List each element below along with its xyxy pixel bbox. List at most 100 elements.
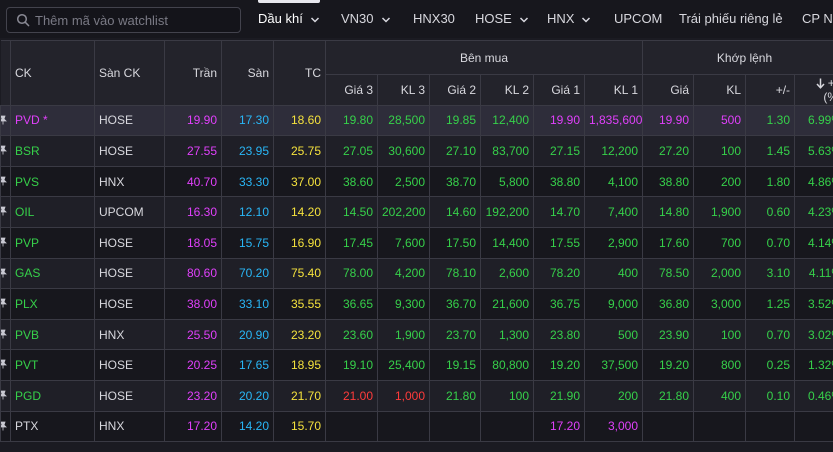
change-cell: 1.80 bbox=[745, 165, 796, 198]
symbol-cell: GAS bbox=[10, 257, 95, 290]
chevron-down-icon bbox=[519, 17, 528, 23]
match-price-cell: 38.80 bbox=[642, 165, 695, 198]
table-row-pgd[interactable]: PGD HOSE 23.20 20.20 21.70 21.00 1,000 21.80 100… bbox=[0, 379, 833, 412]
pin-icon[interactable] bbox=[1, 390, 9, 400]
exchange-cell: HOSE bbox=[94, 288, 165, 320]
col-header-percent-line1: +/- bbox=[828, 76, 833, 90]
bid3-price-cell: 14.50 bbox=[325, 196, 378, 228]
tab-label: HNX30 bbox=[413, 11, 455, 26]
floor-cell: 70.20 bbox=[221, 257, 274, 290]
reference-cell: 18.95 bbox=[273, 349, 326, 381]
pin-cell bbox=[0, 226, 11, 259]
match-price-cell: 14.80 bbox=[642, 196, 695, 228]
match-volume-cell: 3,000 bbox=[693, 288, 747, 320]
symbol-cell: BSR bbox=[10, 135, 95, 167]
tab-label: VN30 bbox=[341, 11, 374, 26]
pin-cell bbox=[0, 135, 11, 167]
match-volume-cell: 100 bbox=[693, 135, 747, 167]
symbol-cell: PVB bbox=[10, 318, 95, 351]
table-row-pvb[interactable]: PVB HNX 25.50 20.90 23.20 23.60 1,900 23.70 1,30… bbox=[0, 318, 833, 351]
bid2-volume-cell: 2,600 bbox=[480, 257, 534, 290]
col-header-vol2[interactable]: KL 2 bbox=[480, 74, 534, 106]
col-header-percent[interactable]: +/- (%) bbox=[794, 74, 833, 106]
pin-icon[interactable] bbox=[1, 115, 9, 125]
table-row-ptx[interactable]: PTX HNX 17.20 14.20 15.70 17.20 3,000 bbox=[0, 410, 833, 443]
col-header-vol1[interactable]: KL 1 bbox=[583, 74, 644, 106]
bid3-price-cell: 21.00 bbox=[325, 379, 378, 412]
col-header-exchange[interactable]: Sàn CK bbox=[94, 40, 165, 106]
floor-cell: 12.10 bbox=[221, 196, 274, 228]
percent-change-cell: 4.86% bbox=[794, 165, 833, 198]
tab-hose[interactable]: HOSE bbox=[475, 0, 529, 38]
bid3-volume-cell: 28,500 bbox=[377, 104, 430, 137]
exchange-cell: HOSE bbox=[94, 349, 165, 381]
pin-icon[interactable] bbox=[1, 298, 9, 308]
table-row-pvs[interactable]: PVS HNX 40.70 33.30 37.00 38.60 2,500 38.70 5,80… bbox=[0, 165, 833, 198]
search-box[interactable] bbox=[6, 7, 241, 33]
bid2-volume-cell: 80,800 bbox=[480, 349, 534, 381]
col-header-volume[interactable]: KL bbox=[693, 74, 747, 106]
match-volume-cell: 2,000 bbox=[693, 257, 747, 290]
reference-cell: 14.20 bbox=[273, 196, 326, 228]
tab-cp-n[interactable]: CP N bbox=[802, 0, 833, 38]
bid2-volume-cell: 192,200 bbox=[480, 196, 534, 228]
floor-cell: 17.65 bbox=[221, 349, 274, 381]
col-header-floor[interactable]: Sàn bbox=[221, 40, 274, 106]
col-header-vol3[interactable]: KL 3 bbox=[377, 74, 430, 106]
table-row-bsr[interactable]: BSR HOSE 27.55 23.95 25.75 27.05 30,600 27.10 83… bbox=[0, 135, 833, 167]
col-header-bid3[interactable]: Giá 3 bbox=[325, 74, 378, 106]
pin-icon[interactable] bbox=[1, 329, 9, 339]
col-header-price[interactable]: Giá bbox=[642, 74, 695, 106]
pin-icon[interactable] bbox=[1, 359, 9, 369]
match-price-cell: 23.90 bbox=[642, 318, 695, 351]
floor-cell: 14.20 bbox=[221, 410, 274, 443]
bid2-volume-cell: 5,800 bbox=[480, 165, 534, 198]
tab-trái-phiếu-riêng-lẻ[interactable]: Trái phiếu riêng lẻ bbox=[679, 0, 783, 38]
reference-cell: 16.90 bbox=[273, 226, 326, 259]
pin-icon[interactable] bbox=[1, 145, 9, 155]
exchange-cell: HOSE bbox=[94, 135, 165, 167]
tab-dầu-khí[interactable]: Dầu khí bbox=[258, 0, 320, 38]
match-price-cell: 27.20 bbox=[642, 135, 695, 167]
table-row-plx[interactable]: PLX HOSE 38.00 33.10 35.55 36.65 9,300 36.70 21,… bbox=[0, 288, 833, 320]
bid1-volume-cell: 1,835,600 bbox=[583, 104, 644, 137]
col-header-ceiling[interactable]: Trần bbox=[164, 40, 222, 106]
bid1-price-cell: 38.80 bbox=[533, 165, 585, 198]
bid2-price-cell: 19.15 bbox=[429, 349, 481, 381]
bid3-volume-cell: 2,500 bbox=[377, 165, 430, 198]
pin-icon[interactable] bbox=[1, 176, 9, 186]
change-cell: 0.60 bbox=[745, 196, 796, 228]
pin-icon[interactable] bbox=[1, 268, 9, 278]
table-row-oil[interactable]: OIL UPCOM 16.30 12.10 14.20 14.50 202,200 14.60… bbox=[0, 196, 833, 228]
tab-hnx30[interactable]: HNX30 bbox=[413, 0, 455, 38]
col-group-match: Khớp lệnh bbox=[642, 40, 833, 75]
reference-cell: 37.00 bbox=[273, 165, 326, 198]
bid1-price-cell: 23.80 bbox=[533, 318, 585, 351]
col-header-change[interactable]: +/- bbox=[745, 74, 796, 106]
exchange-cell: HNX bbox=[94, 165, 165, 198]
ceiling-cell: 40.70 bbox=[164, 165, 222, 198]
table-row-pvp[interactable]: PVP HOSE 18.05 15.75 16.90 17.45 7,600 17.50 14,… bbox=[0, 226, 833, 259]
pin-icon[interactable] bbox=[1, 206, 9, 216]
col-header-ck[interactable]: CK bbox=[10, 40, 95, 106]
bid2-price-cell: 14.60 bbox=[429, 196, 481, 228]
change-cell: 1.30 bbox=[745, 104, 796, 137]
tab-label: Trái phiếu riêng lẻ bbox=[679, 11, 783, 26]
bid1-price-cell: 36.75 bbox=[533, 288, 585, 320]
tab-hnx[interactable]: HNX bbox=[547, 0, 591, 38]
table-row-gas[interactable]: GAS HOSE 80.60 70.20 75.40 78.00 4,200 78.10 2,6… bbox=[0, 257, 833, 290]
tab-upcom[interactable]: UPCOM bbox=[614, 0, 662, 38]
bid3-volume-cell: 7,600 bbox=[377, 226, 430, 259]
bid1-price-cell: 78.20 bbox=[533, 257, 585, 290]
pin-icon[interactable] bbox=[1, 421, 9, 431]
tab-vn30[interactable]: VN30 bbox=[341, 0, 391, 38]
pin-icon[interactable] bbox=[1, 237, 9, 247]
col-header-bid2[interactable]: Giá 2 bbox=[429, 74, 481, 106]
table-row-pvt[interactable]: PVT HOSE 20.25 17.65 18.95 19.10 25,400 19.15 80… bbox=[0, 349, 833, 381]
ceiling-cell: 27.55 bbox=[164, 135, 222, 167]
table-row-pvd[interactable]: PVD * HOSE 19.90 17.30 18.60 19.80 28,500 19.85… bbox=[0, 104, 833, 137]
search-input[interactable] bbox=[35, 11, 235, 29]
col-header-bid1[interactable]: Giá 1 bbox=[533, 74, 585, 106]
col-header-reference[interactable]: TC bbox=[273, 40, 326, 106]
pin-column-header bbox=[0, 40, 11, 106]
